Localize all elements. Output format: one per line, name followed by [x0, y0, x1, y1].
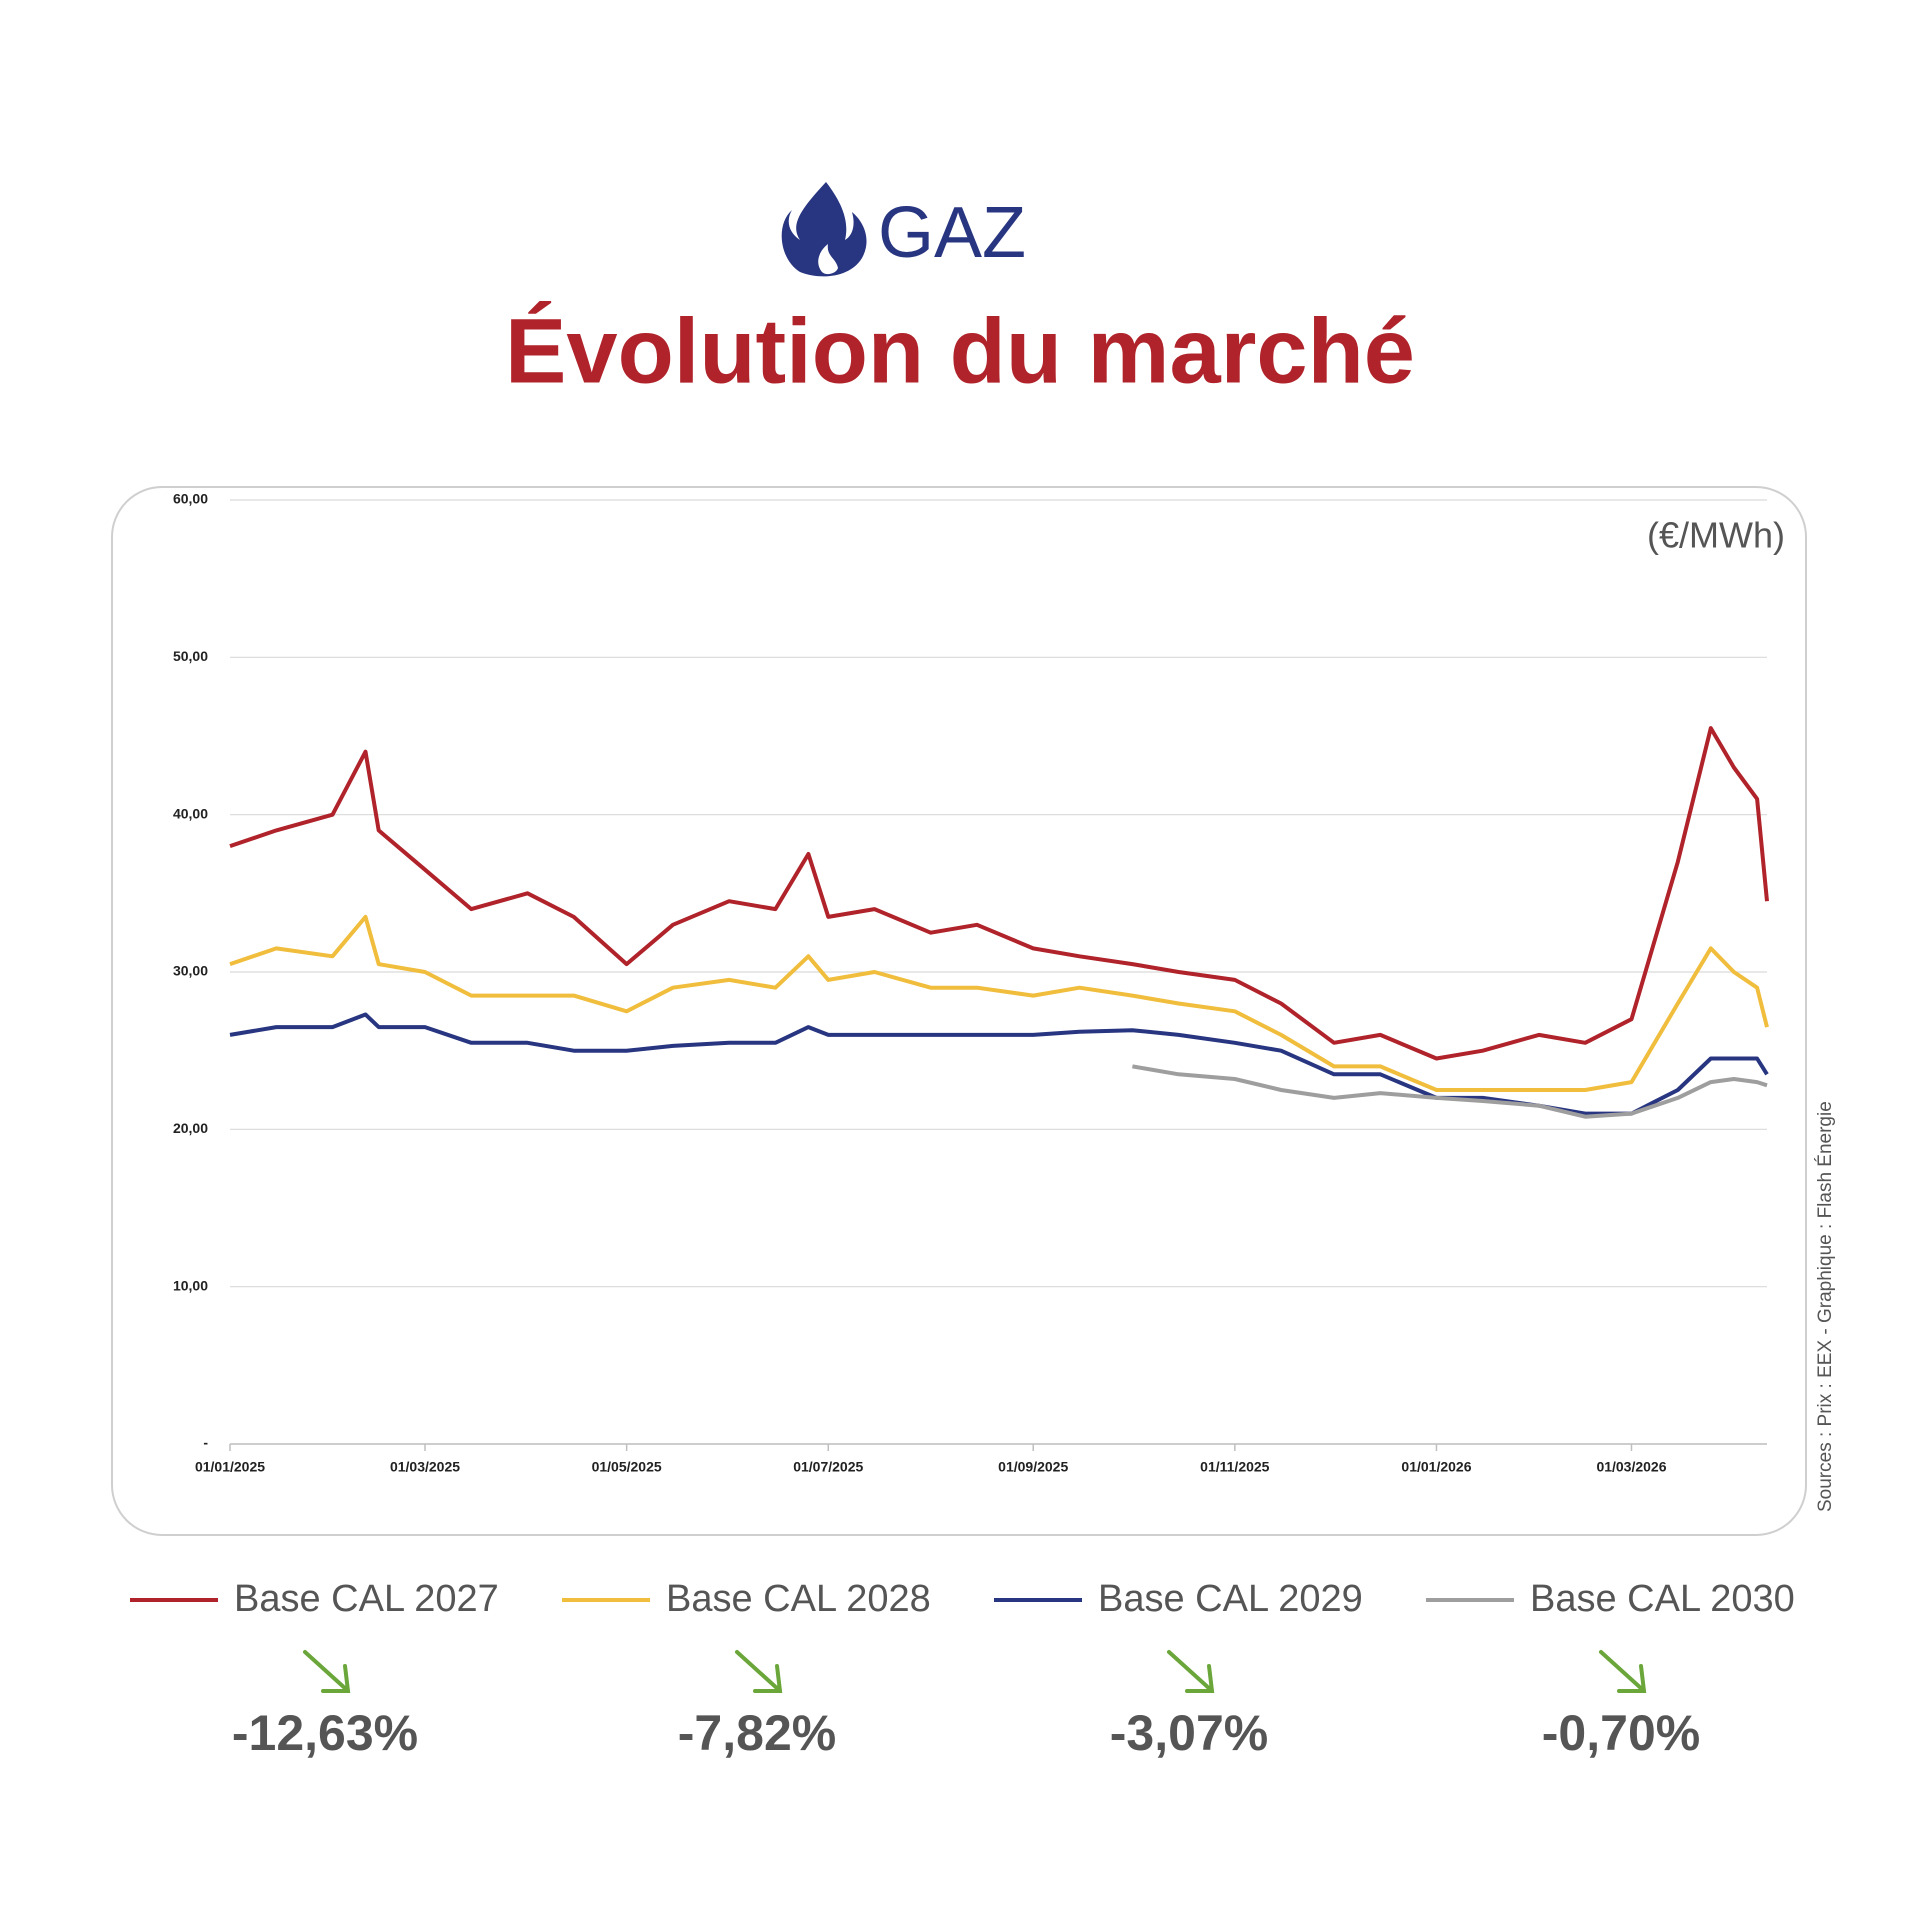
x-tick-label: 01/03/2025 — [390, 1459, 460, 1475]
legend: Base CAL 2027 -12,63% Base CAL 2028 -7,82% B… — [130, 1578, 1795, 1761]
x-tick-label: 01/09/2025 — [998, 1459, 1068, 1475]
x-tick-label: 01/01/2026 — [1401, 1459, 1471, 1475]
y-tick-label: 60,00 — [173, 491, 208, 507]
x-tick-label: 01/07/2025 — [793, 1459, 863, 1475]
trend-arrow — [1599, 1650, 1647, 1693]
change-value: -3,07% — [1110, 1705, 1268, 1761]
series-line — [229, 914, 1769, 1092]
unit-label: (€/MWh) — [1647, 515, 1785, 556]
chart-frame — [111, 486, 1807, 1536]
y-tick-label: - — [203, 1435, 208, 1451]
page-title: Évolution du marché — [505, 299, 1415, 402]
trend-arrow — [735, 1650, 783, 1693]
section-label: GAZ — [878, 193, 1026, 273]
plot-area: - 10,00 20,00 30,00 40,00 50,00 60,00 01/01/202… — [173, 491, 1769, 1475]
y-tick-label: 40,00 — [173, 805, 208, 821]
y-tick-label: 50,00 — [173, 648, 208, 664]
series-line — [229, 1012, 1769, 1116]
source-note: Sources : Prix : EEX - Graphique : Flash… — [1815, 1101, 1836, 1512]
trend-arrow — [303, 1650, 351, 1693]
y-tick-label: 10,00 — [173, 1277, 208, 1293]
x-tick-label: 01/11/2025 — [1200, 1459, 1270, 1475]
change-value: -12,63% — [232, 1705, 418, 1761]
change-value: -0,70% — [1542, 1705, 1700, 1761]
x-tick-label: 01/01/2025 — [195, 1459, 265, 1475]
y-tick-label: 20,00 — [173, 1120, 208, 1136]
trend-arrow — [1167, 1650, 1215, 1693]
series-line — [229, 726, 1769, 1061]
legend-label: Base CAL 2029 — [1098, 1578, 1363, 1620]
x-tick-label: 01/05/2025 — [592, 1459, 662, 1475]
legend-label: Base CAL 2030 — [1530, 1578, 1795, 1620]
legend-label: Base CAL 2028 — [666, 1578, 931, 1620]
series-line — [1132, 1064, 1768, 1119]
change-value: -7,82% — [678, 1705, 836, 1761]
legend-label: Base CAL 2027 — [234, 1578, 499, 1620]
x-tick-label: 01/03/2026 — [1596, 1459, 1666, 1475]
flame-icon — [781, 182, 867, 277]
y-tick-label: 30,00 — [173, 963, 208, 979]
